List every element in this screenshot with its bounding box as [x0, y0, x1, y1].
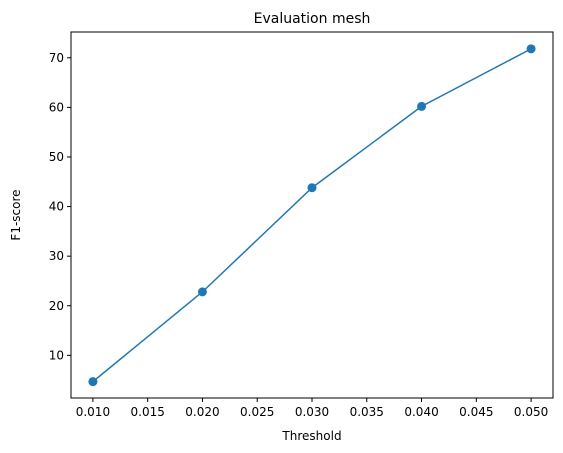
y-tick-label: 30: [49, 249, 64, 263]
x-axis: 0.010 0.015 0.020 0.025 0.030 0.035 0.040 0.045…: [76, 398, 548, 419]
y-tick-label: 20: [49, 299, 64, 313]
x-tick-label: 0.030: [295, 405, 329, 419]
y-tick-label: 10: [49, 348, 64, 362]
x-tick-label: 0.025: [240, 405, 274, 419]
x-tick-label: 0.050: [514, 405, 548, 419]
x-tick-label: 0.035: [350, 405, 384, 419]
x-tick-label: 0.020: [185, 405, 219, 419]
x-tick-label: 0.015: [131, 405, 165, 419]
series-line: [92, 48, 532, 383]
x-tick-label: 0.010: [76, 405, 110, 419]
data-point: [417, 101, 427, 111]
chart-title: Evaluation mesh: [254, 11, 371, 27]
data-point: [88, 377, 98, 387]
y-tick-label: 50: [49, 150, 64, 164]
y-axis-label: F1-score: [9, 189, 23, 240]
x-tick-label: 0.045: [459, 405, 493, 419]
data-point: [526, 44, 536, 54]
x-axis-label: Threshold: [281, 429, 341, 443]
data-point: [307, 183, 317, 193]
y-tick-label: 40: [49, 200, 64, 214]
plot-frame: [70, 31, 554, 399]
y-tick-label: 60: [49, 100, 64, 114]
series-layer: [88, 44, 536, 387]
y-tick-label: 70: [49, 51, 64, 65]
y-axis: 10 20 30 40 50 60 70: [49, 51, 71, 362]
x-tick-label: 0.040: [404, 405, 438, 419]
data-point: [197, 287, 207, 297]
